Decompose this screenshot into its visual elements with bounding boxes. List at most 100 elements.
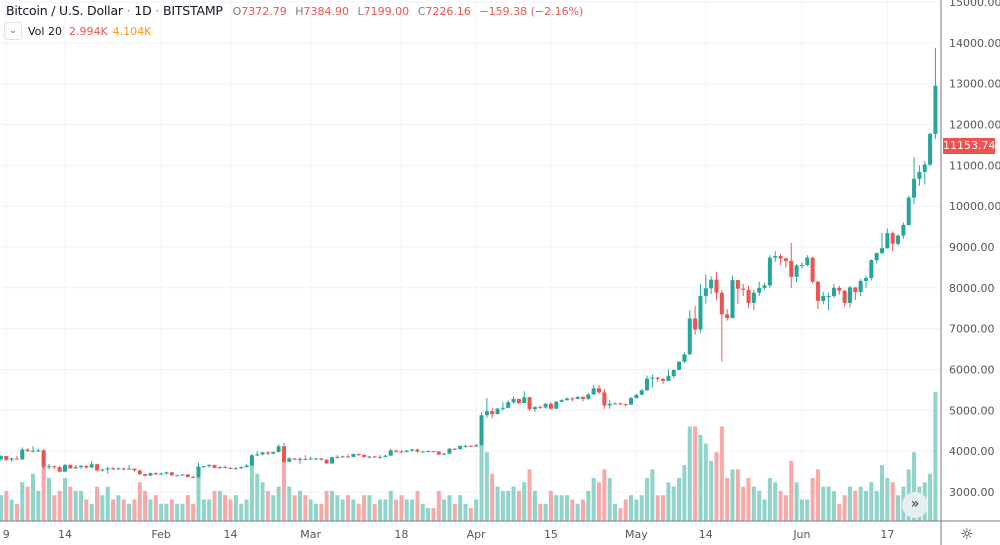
x-tick-label: May — [625, 528, 648, 541]
candle-down — [810, 257, 815, 282]
volume-bar — [912, 452, 917, 521]
candle-down — [490, 411, 495, 415]
volume-bar — [458, 495, 463, 521]
candle-up — [821, 296, 826, 301]
candle-down — [57, 467, 62, 472]
candle-up — [404, 450, 409, 452]
candle-down — [693, 318, 698, 330]
candle-up — [751, 292, 756, 303]
candle-down — [538, 407, 543, 409]
candle-down — [655, 377, 660, 379]
volume-bar — [244, 499, 249, 521]
volume-bar — [687, 426, 692, 521]
scroll-to-realtime-button[interactable]: » — [902, 492, 928, 518]
volume-bar — [303, 495, 308, 521]
x-tick-label: 14 — [699, 528, 713, 541]
volume-bar — [159, 503, 164, 521]
candle-up — [244, 465, 249, 468]
candle-down — [132, 468, 137, 471]
candle-up — [116, 468, 121, 470]
candle-up — [906, 197, 911, 225]
volume-bar — [773, 482, 778, 521]
y-tick-label: 14000.00 — [949, 37, 1000, 50]
candle-up — [869, 260, 874, 279]
volume-bar — [52, 495, 57, 521]
candle-up — [100, 469, 105, 471]
volume-bar — [559, 495, 564, 521]
volume-bar — [153, 495, 158, 521]
candle-up — [666, 376, 671, 381]
candle-up — [607, 403, 612, 406]
volume-bar — [928, 473, 933, 521]
candle-up — [709, 279, 714, 289]
volume-bar — [30, 473, 35, 521]
volume-bar — [4, 490, 9, 521]
candle-up — [639, 390, 644, 395]
candle-up — [79, 465, 84, 468]
candle-up — [239, 467, 244, 469]
candle-up — [378, 456, 383, 458]
y-tick-label: 7000.00 — [949, 323, 995, 336]
candle-down — [121, 468, 126, 470]
candle-up — [351, 454, 356, 457]
volume-value: 2.994K — [68, 24, 108, 38]
volume-ma-value: 4.104K — [112, 24, 152, 38]
candle-up — [629, 398, 634, 405]
gear-icon[interactable]: ☼ — [960, 525, 974, 543]
candle-down — [4, 456, 9, 460]
volume-bar — [468, 508, 473, 521]
volume-bar — [890, 482, 895, 521]
candle-up — [164, 472, 169, 474]
volume-bar — [420, 503, 425, 521]
volume-bar — [532, 490, 537, 521]
candle-up — [495, 408, 500, 415]
volume-bar — [143, 490, 148, 521]
volume-bar — [132, 499, 137, 521]
volume-bar — [580, 499, 585, 521]
candle-up — [511, 398, 516, 403]
candle-up — [217, 467, 222, 469]
candle-up — [634, 394, 639, 399]
volume-bar — [623, 499, 628, 521]
candle-down — [372, 456, 377, 458]
volume-bar — [121, 499, 126, 521]
candle-up — [426, 451, 431, 453]
candle-down — [265, 452, 270, 454]
y-tick-label: 11000.00 — [949, 159, 1000, 172]
exchange-label: BITSTAMP — [162, 3, 223, 18]
candle-down — [452, 448, 457, 450]
volume-bar — [767, 478, 772, 521]
candle-up — [522, 397, 527, 403]
volume-bar — [709, 460, 714, 521]
y-tick-label: 4000.00 — [949, 445, 995, 458]
candle-down — [68, 465, 73, 469]
candle-up — [500, 407, 505, 409]
volume-bar — [826, 486, 831, 521]
volume-bar — [602, 469, 607, 521]
interval-label[interactable]: 1D — [134, 3, 152, 18]
volume-bar — [46, 478, 51, 521]
candle-down — [14, 458, 19, 460]
candle-up — [367, 456, 372, 458]
candle-up — [148, 473, 153, 476]
candle-up — [591, 388, 596, 395]
candle-down — [789, 260, 794, 277]
volume-bar — [847, 486, 852, 521]
volume-bar — [655, 495, 660, 521]
candle-down — [111, 468, 116, 470]
candle-down — [436, 451, 441, 455]
volume-bar — [276, 486, 281, 521]
candle-up — [532, 407, 537, 410]
chevron-down-icon[interactable]: ⌄ — [4, 22, 22, 40]
candle-down — [623, 404, 628, 406]
volume-bar — [452, 503, 457, 521]
volume-bar — [383, 499, 388, 521]
candle-down — [228, 467, 233, 469]
candle-up — [180, 474, 185, 476]
y-tick-label: 5000.00 — [949, 404, 995, 417]
volume-bar — [586, 490, 591, 521]
candle-down — [618, 403, 623, 405]
candle-up — [159, 473, 164, 475]
close-value: 7226.16 — [425, 5, 471, 18]
